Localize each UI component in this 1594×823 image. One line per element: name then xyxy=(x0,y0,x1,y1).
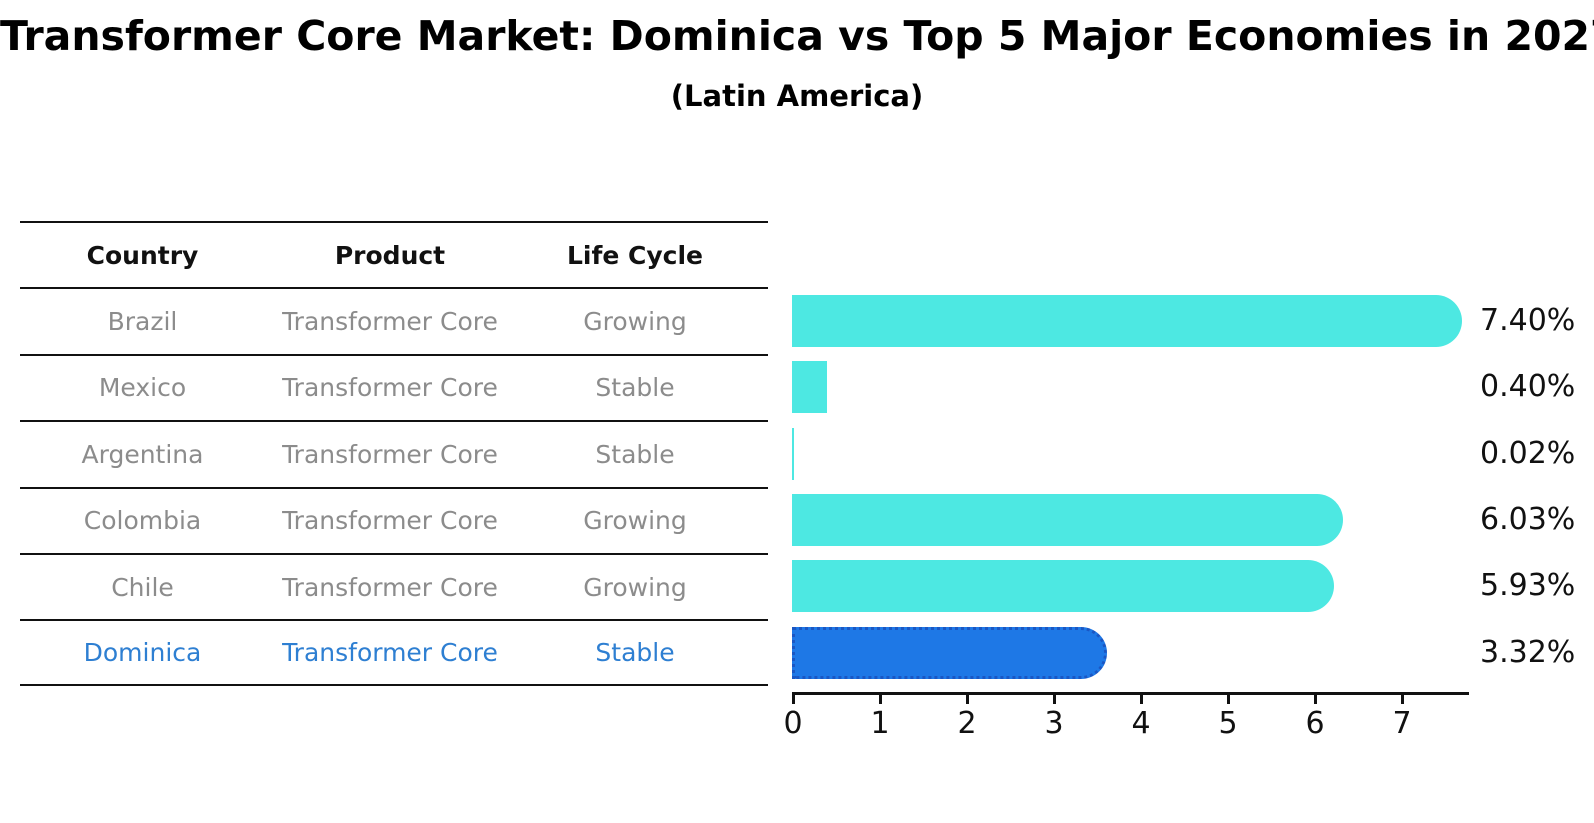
cell-country: Chile xyxy=(111,572,174,602)
cell-life-cycle: Stable xyxy=(595,638,675,668)
table-row-brazil: Brazil Transformer Core Growing xyxy=(20,287,768,353)
x-axis-tick-label: 1 xyxy=(870,706,890,741)
x-axis-tick-label: 0 xyxy=(783,706,803,741)
bar-value-label-mexico: 0.40% xyxy=(1480,369,1576,405)
cell-product: Transformer Core xyxy=(282,506,498,536)
column-header-country: Country xyxy=(86,240,199,270)
cell-life-cycle: Growing xyxy=(583,572,687,602)
bar-value-label-dominica: 3.32% xyxy=(1480,634,1576,670)
table-row-argentina: Argentina Transformer Core Stable xyxy=(20,420,768,486)
cell-life-cycle: Stable xyxy=(595,373,675,403)
x-axis-tick xyxy=(1401,694,1404,704)
table-header-row: Country Product Life Cycle xyxy=(20,221,768,287)
cell-country: Colombia xyxy=(83,506,202,536)
bar-dominica xyxy=(792,626,1107,679)
x-axis-line xyxy=(792,692,1469,695)
cell-product: Transformer Core xyxy=(282,638,498,668)
cell-country: Argentina xyxy=(81,439,204,469)
bar-brazil xyxy=(792,294,1462,347)
x-axis-tick xyxy=(1314,694,1317,704)
x-axis-tick-label: 6 xyxy=(1305,706,1325,741)
x-axis-tick xyxy=(1053,694,1056,704)
bar-colombia xyxy=(792,493,1343,546)
x-axis-tick xyxy=(966,694,969,704)
table-body: Brazil Transformer Core Growing Mexico Trans… xyxy=(20,287,768,686)
x-axis-tick-label: 4 xyxy=(1131,706,1151,741)
bar-value-label-brazil: 7.40% xyxy=(1480,302,1576,338)
x-axis-tick-label: 7 xyxy=(1392,706,1412,741)
data-table: Country Product Life Cycle Brazil Transfo… xyxy=(20,221,768,686)
chart-subtitle: (Latin America) xyxy=(670,79,924,113)
bar-value-label-argentina: 0.02% xyxy=(1480,435,1576,471)
table-row-dominica: Dominica Transformer Core Stable xyxy=(20,619,768,686)
cell-product: Transformer Core xyxy=(282,373,498,403)
x-axis-tick xyxy=(1140,694,1143,704)
x-axis-tick-label: 3 xyxy=(1044,706,1064,741)
chart-title: Transformer Core Market: Dominica vs Top… xyxy=(0,12,1594,60)
column-header-product: Product xyxy=(334,240,446,270)
x-axis-tick-label: 2 xyxy=(957,706,977,741)
cell-life-cycle: Growing xyxy=(583,307,687,337)
cell-life-cycle: Growing xyxy=(583,506,687,536)
cell-country: Mexico xyxy=(98,373,187,403)
bar-mexico xyxy=(792,361,827,414)
cell-country: Brazil xyxy=(107,307,178,337)
cell-product: Transformer Core xyxy=(282,307,498,337)
bar-value-label-chile: 5.93% xyxy=(1480,568,1576,604)
table-row-chile: Chile Transformer Core Growing xyxy=(20,552,768,619)
bar-chile xyxy=(792,560,1334,613)
bar-value-label-colombia: 6.03% xyxy=(1480,501,1576,537)
x-axis-tick xyxy=(792,694,795,704)
cell-product: Transformer Core xyxy=(282,439,498,469)
x-axis-tick xyxy=(1227,694,1230,704)
table-row-mexico: Mexico Transformer Core Stable xyxy=(20,353,768,420)
cell-product: Transformer Core xyxy=(282,572,498,602)
table-row-colombia: Colombia Transformer Core Growing xyxy=(20,486,768,553)
bar-argentina xyxy=(792,427,794,480)
x-axis-tick xyxy=(879,694,882,704)
cell-life-cycle: Stable xyxy=(595,439,675,469)
x-axis-tick-label: 5 xyxy=(1218,706,1238,741)
cell-country: Dominica xyxy=(83,638,202,668)
column-header-life-cycle: Life Cycle xyxy=(566,240,704,270)
